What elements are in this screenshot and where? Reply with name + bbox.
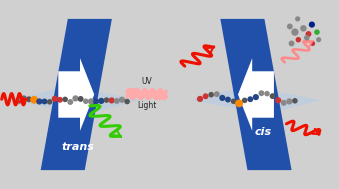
Point [236,102,242,105]
Point [42,100,47,103]
Point [57,98,63,101]
Point [47,100,52,103]
Point [295,17,300,20]
Point [310,42,315,45]
Point [231,100,236,103]
Point [104,99,109,102]
Point [225,98,231,101]
Point [26,98,32,101]
Point [264,92,270,95]
Polygon shape [41,19,112,170]
Point [109,99,114,102]
Point [94,100,99,103]
Polygon shape [220,19,292,170]
Point [99,99,104,102]
Point [314,31,320,34]
Point [220,96,225,99]
Point [287,100,292,103]
Point [32,98,37,101]
Point [37,100,42,103]
Point [301,27,306,30]
Point [316,38,321,41]
Point [304,36,310,39]
Point [306,33,311,36]
Point [67,101,73,104]
Polygon shape [238,58,274,131]
Text: trans: trans [62,143,94,152]
Point [296,38,301,41]
Text: UV: UV [141,77,152,86]
Polygon shape [192,86,320,114]
Point [270,95,275,98]
Point [203,95,208,98]
Text: Light: Light [137,101,156,110]
Point [52,97,58,100]
Point [16,99,21,102]
Point [259,92,264,95]
Point [242,99,247,102]
Point [78,97,83,100]
Point [114,99,120,102]
Point [83,100,88,103]
Point [289,42,294,45]
Point [73,97,78,100]
Point [292,31,298,34]
Point [124,100,130,103]
Point [21,97,26,100]
Point [119,98,125,101]
Point [276,99,281,102]
Text: cis: cis [254,127,271,137]
Point [287,25,293,28]
Point [253,96,259,99]
Point [208,93,214,96]
Point [62,98,68,101]
Point [214,93,219,96]
Polygon shape [58,58,94,131]
Point [197,97,203,100]
Point [281,101,286,104]
Point [309,23,315,26]
Point [292,99,298,102]
Polygon shape [12,86,141,114]
Point [88,100,94,103]
Point [247,98,253,101]
